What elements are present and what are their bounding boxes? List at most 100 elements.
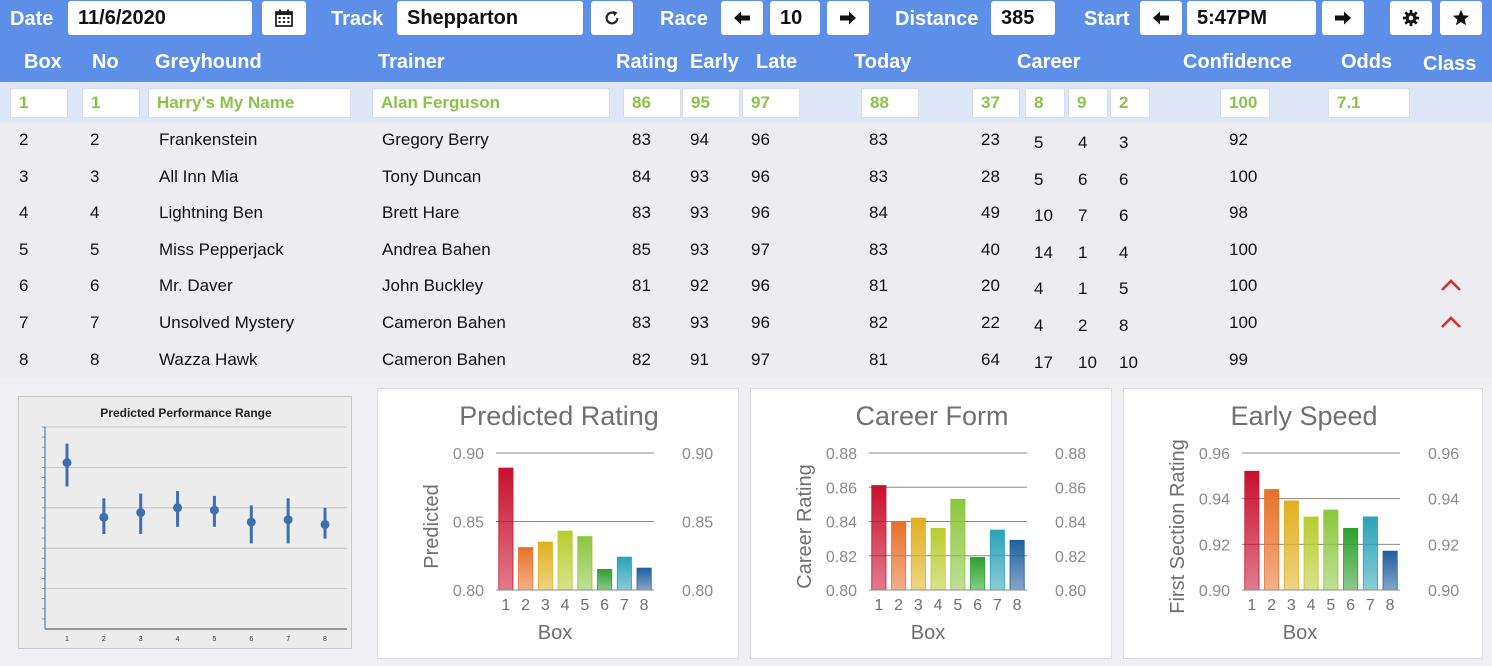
selected-career-thirds-field[interactable]: 2 [1110, 88, 1150, 118]
column-header-odds[interactable]: Odds [1341, 51, 1393, 73]
x-tick-label: 8 [640, 597, 649, 614]
cell-box: 8 [19, 349, 29, 369]
selected-trainer-field[interactable]: Alan Ferguson [372, 88, 610, 118]
start-time-input[interactable]: 5:47PM [1187, 1, 1316, 35]
column-header-today[interactable]: Today [854, 51, 912, 73]
cell-today: 81 [869, 276, 888, 296]
cell-early: 93 [690, 203, 709, 223]
track-input[interactable]: Shepparton [397, 1, 583, 35]
cell-career-1: 4 [1034, 316, 1044, 335]
bar-box-2 [1264, 489, 1280, 591]
start-label: Start [1084, 8, 1130, 30]
start-next-button[interactable] [1322, 1, 1364, 35]
selected-odds-field[interactable]: 7.1 [1328, 88, 1410, 118]
cell-trainer: John Buckley [382, 276, 484, 296]
x-tick-label: 8 [1013, 597, 1022, 614]
selected-career-seconds-field[interactable]: 9 [1068, 88, 1108, 118]
cell-greyhound: Unsolved Mystery [159, 313, 295, 332]
selected-box-field[interactable]: 1 [10, 88, 68, 118]
bar-box-6 [1343, 527, 1359, 591]
selected-late-field[interactable]: 97 [742, 88, 800, 118]
favorite-button[interactable] [1440, 1, 1482, 35]
column-header-trainer[interactable]: Trainer [378, 51, 445, 73]
column-header-box[interactable]: Box [24, 51, 62, 73]
distance-label: Distance [895, 8, 979, 30]
settings-button[interactable] [1390, 1, 1432, 35]
y-axis-title: First Section Rating [1167, 439, 1189, 614]
selected-early-field[interactable]: 95 [682, 88, 740, 118]
bar-box-5 [1323, 509, 1339, 591]
cell-late: 97 [751, 349, 770, 369]
selected-confidence-field[interactable]: 100 [1220, 88, 1270, 118]
cell-today: 83 [869, 239, 888, 259]
table-row-selected[interactable]: 1 1 Harry's My Name Alan Ferguson 86 95 … [0, 82, 1492, 122]
cell-career-3: 3 [1119, 133, 1129, 152]
cell-trainer: Cameron Bahen [382, 349, 506, 369]
cell-career-2: 6 [1078, 169, 1088, 189]
y-tick-label-left: 0.90 [1199, 583, 1230, 600]
cell-career-2: 7 [1078, 206, 1088, 226]
cell-rating: 83 [632, 130, 651, 149]
cell-career-2: 1 [1078, 279, 1088, 299]
selected-no-field[interactable]: 1 [82, 88, 140, 118]
bar-box-4 [1303, 516, 1319, 591]
cell-career-1: 17 [1034, 352, 1053, 372]
x-tick-label: 2 [102, 636, 106, 643]
column-header-early[interactable]: Early [690, 51, 739, 73]
cell-early: 92 [690, 276, 709, 296]
bar-box-1 [498, 467, 514, 591]
selected-greyhound-field[interactable]: Harry's My Name [148, 88, 351, 118]
early-speed-chart-panel: Early Speed 0.90 0.90 0.92 0.92 0.94 0.94 0.96 0… [1123, 388, 1483, 659]
race-prev-button[interactable] [721, 1, 763, 35]
start-prev-button[interactable] [1140, 1, 1182, 35]
column-header-rating[interactable]: Rating [616, 51, 679, 73]
bar-box-2 [518, 547, 534, 591]
date-input[interactable]: 11/6/2020 [68, 1, 252, 35]
y-tick-label-left: 0.80 [826, 583, 857, 600]
bar-box-4 [557, 530, 573, 591]
x-tick-label: 3 [1287, 597, 1296, 614]
cell-confidence: 99 [1229, 349, 1248, 369]
table-row[interactable]: 2 2 Frankenstein Gregory Berry 83 94 96 83 23 5 4 3… [0, 122, 1492, 158]
column-header-class[interactable]: Class [1423, 53, 1477, 75]
chart-title: Predicted Rating [459, 401, 659, 431]
column-header-late[interactable]: Late [756, 51, 798, 73]
column-header-greyhound[interactable]: Greyhound [155, 51, 262, 73]
calendar-button[interactable] [262, 1, 306, 35]
selected-today-field[interactable]: 88 [861, 88, 919, 118]
x-tick-label: 3 [139, 636, 143, 643]
arrow-right-icon [1335, 11, 1351, 25]
range-point [320, 519, 330, 529]
cell-career-0: 23 [981, 130, 1000, 149]
x-tick-label: 2 [894, 597, 903, 614]
selected-career-starts-field[interactable]: 37 [972, 88, 1020, 118]
table-row[interactable]: 3 3 All Inn Mia Tony Duncan 84 93 96 83 28 5 6 6 100 [0, 159, 1492, 195]
race-next-button[interactable] [827, 1, 869, 35]
x-tick-label: 4 [1307, 597, 1316, 614]
table-row[interactable]: 7 7 Unsolved Mystery Cameron Bahen 83 93 96 82 2… [0, 305, 1492, 341]
x-tick-label: 5 [212, 636, 216, 643]
table-row[interactable]: 6 6 Mr. Daver John Buckley 81 92 96 81 20 4 1 5 100 [0, 268, 1492, 304]
distance-input[interactable]: 385 [991, 1, 1055, 35]
y-axis-title: Predicted [421, 484, 443, 569]
x-tick-label: 2 [521, 597, 530, 614]
selected-rating-field[interactable]: 86 [623, 88, 681, 118]
y-tick-label-left: 0.94 [1199, 492, 1230, 509]
y-tick-label-right: 0.88 [1055, 446, 1086, 463]
cell-no: 2 [90, 130, 100, 149]
selected-career-wins-field[interactable]: 8 [1025, 88, 1065, 118]
table-row[interactable]: 4 4 Lightning Ben Brett Hare 83 93 96 84 49 10 7 6 9… [0, 195, 1492, 231]
x-axis-title: Box [538, 622, 572, 644]
column-header-confidence[interactable]: Confidence [1183, 51, 1292, 73]
cell-career-3: 4 [1119, 242, 1129, 262]
refresh-button[interactable] [591, 1, 633, 35]
column-header-career[interactable]: Career [1017, 51, 1081, 73]
x-tick-label: 7 [286, 636, 290, 643]
race-input[interactable]: 10 [770, 1, 820, 35]
cell-box: 7 [19, 313, 29, 332]
column-header-no[interactable]: No [92, 51, 119, 73]
cell-career-1: 4 [1034, 279, 1044, 299]
table-row[interactable]: 8 8 Wazza Hawk Cameron Bahen 82 91 97 81 64 17 10 1… [0, 342, 1492, 378]
table-row[interactable]: 5 5 Miss Pepperjack Andrea Bahen 85 93 97 83 40 1… [0, 232, 1492, 268]
x-tick-label: 3 [541, 597, 550, 614]
